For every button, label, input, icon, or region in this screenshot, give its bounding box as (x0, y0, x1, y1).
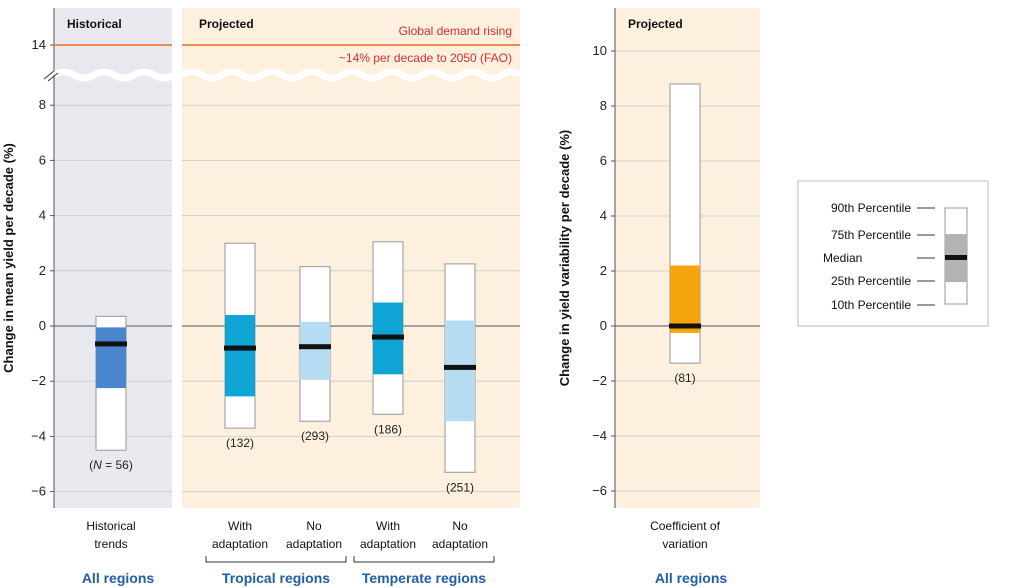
y-tick-label: 0 (600, 318, 607, 333)
box-iqr (96, 327, 126, 389)
y-tick-label: −6 (31, 484, 46, 499)
box-count-label: (81) (674, 371, 695, 385)
panel-title-variability: Projected (628, 17, 683, 31)
x-label-line2: adaptation (432, 537, 488, 551)
y-tick-label: 4 (39, 208, 46, 223)
y-tick-label: −2 (31, 373, 46, 388)
y-tick-label: −6 (592, 483, 607, 498)
demand-text-1: Global demand rising (399, 24, 512, 38)
box-median (669, 323, 701, 329)
demand-tick-label: 14 (32, 37, 46, 52)
legend: 90th Percentile 75th Percentile Median 2… (797, 180, 989, 327)
panel-title-projected: Projected (199, 17, 254, 31)
group-label-tropical: Tropical regions (222, 570, 330, 586)
legend-label-25th: 25th Percentile (831, 274, 911, 288)
y-tick-label: 6 (600, 153, 607, 168)
box-median (299, 344, 331, 350)
y-tick-label: 2 (39, 263, 46, 278)
box-median (95, 341, 127, 347)
box-plots: (N = 56) (132) (293) (186) (251) (81) (89, 83, 701, 494)
x-label-line1: Historical (86, 519, 135, 533)
x-label-line2: adaptation (212, 537, 268, 551)
y-tick-label: 2 (600, 263, 607, 278)
y-axis-title-variability: Change in yield variability per decade (… (557, 130, 572, 386)
group-label-all-regions-right: All regions (655, 570, 728, 586)
x-label-line2: variation (662, 537, 707, 551)
box-count-label: (N = 56) (89, 458, 133, 472)
temperate-bracket (353, 556, 495, 563)
demand-text-2: ~14% per decade to 2050 (FAO) (339, 51, 512, 65)
y-tick-label: −4 (31, 428, 46, 443)
x-labels: Historical trends With adaptation No adaptati… (86, 519, 720, 551)
legend-median (945, 255, 967, 260)
group-label-all-regions-left: All regions (82, 570, 155, 586)
left-y-ticks: −6 −4 −2 0 2 4 6 8 (31, 97, 54, 499)
x-label-line1: Coefficient of (650, 519, 720, 533)
box-median (444, 364, 476, 370)
y-tick-label: 10 (593, 43, 607, 58)
box-median (372, 334, 404, 340)
box-iqr (225, 314, 255, 397)
legend-label-10th: 10th Percentile (831, 298, 911, 312)
legend-label-75th: 75th Percentile (831, 228, 911, 242)
y-axis-title-mean: Change in mean yield per decade (%) (1, 143, 16, 373)
y-tick-label: 8 (39, 97, 46, 112)
x-label-line1: With (376, 519, 400, 533)
y-tick-label: 6 (39, 152, 46, 167)
y-tick-label: 4 (600, 208, 607, 223)
legend-label-90th: 90th Percentile (831, 201, 911, 215)
box-count-label: (251) (446, 480, 474, 494)
box-count-label: (132) (226, 436, 254, 450)
legend-label-median: Median (823, 251, 862, 265)
x-label-line1: No (306, 519, 322, 533)
y-tick-label: 0 (39, 318, 46, 333)
box-iqr (670, 265, 700, 333)
axis-break-wave (52, 68, 523, 82)
y-tick-label: 8 (600, 98, 607, 113)
box-count-label: (186) (374, 422, 402, 436)
x-label-line1: With (228, 519, 252, 533)
tropical-bracket (205, 556, 347, 563)
box-count-label: (293) (301, 429, 329, 443)
y-tick-label: −2 (592, 373, 607, 388)
panel-title-historical: Historical (67, 17, 122, 31)
y-tick-label: −4 (592, 428, 607, 443)
box-median (224, 345, 256, 351)
x-label-line1: No (452, 519, 468, 533)
x-label-line2: trends (94, 537, 127, 551)
group-label-temperate: Temperate regions (362, 570, 486, 586)
axis-break-marks (43, 70, 59, 82)
box-iqr (300, 321, 330, 380)
x-label-line2: adaptation (286, 537, 342, 551)
box-iqr (445, 320, 475, 422)
right-y-ticks: −6 −4 −2 0 2 4 6 8 10 (592, 43, 615, 498)
x-label-line2: adaptation (360, 537, 416, 551)
